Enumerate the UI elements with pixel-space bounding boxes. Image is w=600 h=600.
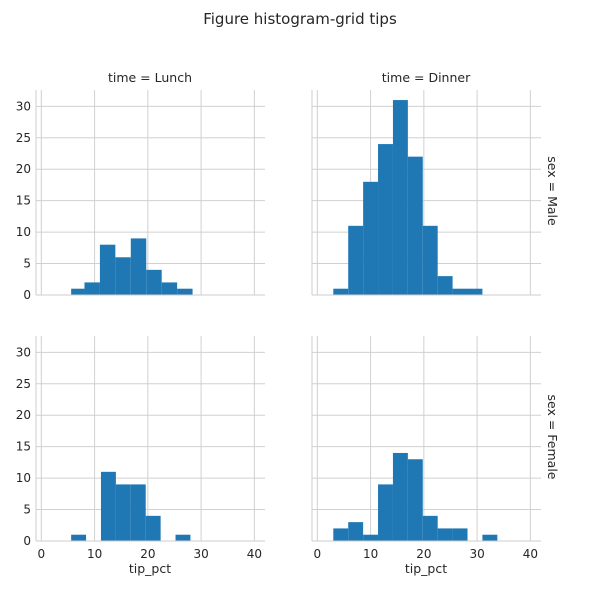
histogram-bar — [146, 269, 162, 295]
y-tick-label: 30 — [16, 345, 31, 359]
histogram-bar — [452, 528, 468, 541]
histogram-bar — [363, 534, 379, 541]
y-tick-label: 15 — [16, 194, 31, 208]
histogram-bar — [130, 238, 147, 295]
histogram-bar — [348, 225, 364, 295]
histogram-bar — [392, 100, 408, 296]
x-tick-label: 40 — [523, 547, 538, 561]
x-tick-label: 20 — [416, 547, 431, 561]
x-axis-label-right: tip_pct — [405, 561, 447, 576]
histogram-bar — [467, 288, 483, 295]
x-tick-label: 10 — [363, 547, 378, 561]
histogram-bar — [407, 156, 423, 295]
x-tick-label: 30 — [193, 547, 208, 561]
figure-title: Figure histogram-grid tips — [203, 10, 397, 28]
row-title-female: sex = Female — [545, 395, 560, 480]
histogram-bar — [333, 288, 349, 295]
histogram-bar — [378, 484, 393, 541]
panel-r0-c0: 0 5 10 15 20 25 30 — [16, 90, 265, 302]
x-tick-label: 0 — [38, 547, 46, 561]
histogram-bar — [392, 452, 408, 541]
col-title-dinner: time = Dinner — [382, 70, 471, 85]
row-title-male: sex = Male — [545, 156, 560, 226]
histogram-bar — [84, 282, 100, 295]
histogram-bar — [177, 288, 193, 295]
histogram-bar — [71, 288, 85, 295]
panel-r0-c1 — [311, 90, 541, 296]
y-tick-label: 20 — [16, 408, 31, 422]
y-tick-label: 15 — [16, 440, 31, 454]
histogram-bar — [115, 257, 131, 295]
panel-r1-c1: 0 10 20 30 40 — [311, 336, 541, 561]
y-tick-label: 25 — [16, 377, 31, 391]
histogram-bar — [115, 484, 131, 541]
y-tick-label: 0 — [23, 288, 31, 302]
x-axis-label-left: tip_pct — [129, 561, 171, 576]
x-tick-label: 30 — [469, 547, 484, 561]
x-tick-label: 20 — [140, 547, 155, 561]
histogram-bar — [452, 288, 468, 295]
y-tick-label: 25 — [16, 131, 31, 145]
y-tick-label: 5 — [23, 257, 31, 271]
histogram-bar — [99, 244, 116, 295]
x-tick-label: 10 — [87, 547, 102, 561]
histogram-bar — [482, 534, 498, 541]
x-tick-label: 0 — [314, 547, 322, 561]
facet-panels: 0 5 10 15 20 25 30 0 5 10 15 20 25 30 0 10 20 30 40 0 10 20 30… — [16, 90, 541, 561]
y-tick-label: 20 — [16, 162, 31, 176]
histogram-bar — [348, 522, 364, 541]
histogram-bar — [407, 459, 423, 541]
histogram-bar — [437, 276, 453, 295]
histogram-bar — [437, 528, 453, 541]
y-tick-label: 0 — [23, 534, 31, 548]
histogram-bar — [145, 515, 161, 541]
histogram-bar — [363, 181, 379, 295]
histogram-bar — [378, 144, 393, 295]
y-tick-label: 10 — [16, 225, 31, 239]
histogram-bar — [422, 225, 438, 295]
x-tick-label: 40 — [247, 547, 262, 561]
y-tick-label: 5 — [23, 503, 31, 517]
y-tick-label: 30 — [16, 99, 31, 113]
panel-r1-c0: 0 5 10 15 20 25 30 0 10 20 30 40 — [16, 336, 265, 561]
histogram-bar — [422, 515, 438, 541]
histogram-bar — [161, 282, 178, 295]
histogram-bar — [71, 534, 87, 541]
y-tick-label: 10 — [16, 471, 31, 485]
col-title-lunch: time = Lunch — [108, 70, 192, 85]
histogram-bar — [175, 534, 191, 541]
histogram-bar — [100, 471, 116, 541]
histogram-bar — [333, 528, 349, 541]
histogram-bar — [130, 484, 146, 541]
